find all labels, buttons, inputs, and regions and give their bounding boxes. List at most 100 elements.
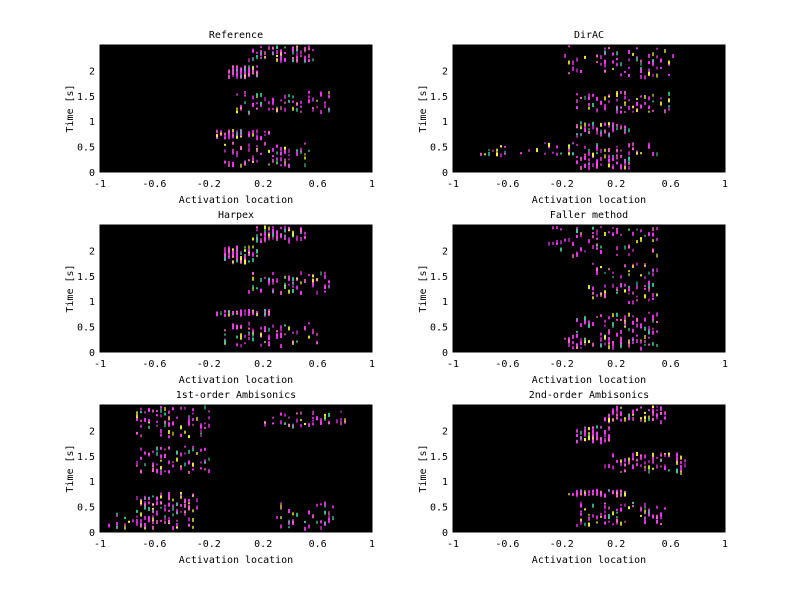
x-tick-label: -0.6 [495, 359, 519, 370]
heat-cell [308, 422, 310, 426]
heat-cell [576, 143, 578, 146]
heat-cell [320, 525, 322, 530]
heat-cell [116, 514, 118, 517]
heat-cell [272, 46, 274, 50]
heat-cell [596, 435, 598, 439]
heat-cell [180, 468, 182, 471]
heat-cell [136, 414, 138, 419]
heat-cell [648, 326, 650, 330]
heat-cell [252, 310, 254, 315]
heat-cell [572, 254, 574, 259]
heat-cell [296, 58, 298, 63]
heat-cell [588, 123, 590, 127]
heat-cell [296, 235, 298, 240]
heat-cell [124, 523, 126, 526]
panel-title: DirAC [574, 30, 604, 41]
plot-area [453, 405, 725, 532]
heat-cell [616, 414, 618, 416]
heat-cell [576, 68, 578, 73]
heat-cell [676, 460, 678, 465]
heat-cell [640, 324, 642, 329]
heat-cell [284, 235, 286, 239]
heat-cell [324, 504, 326, 508]
heat-cell [148, 506, 150, 511]
heat-cell [588, 151, 590, 156]
x-axis-label: Activation location [179, 555, 293, 566]
heat-cell [628, 270, 630, 273]
heat-cell [616, 227, 618, 230]
heat-cell [288, 526, 290, 529]
heat-cell [200, 448, 202, 452]
heat-cell [572, 493, 574, 497]
heat-cell [320, 520, 322, 524]
x-tick-label: -0.6 [142, 539, 166, 550]
heat-cell [652, 461, 654, 464]
heat-cell [240, 68, 242, 72]
heat-cell [136, 460, 138, 465]
heat-cell [284, 101, 286, 104]
heat-cell [604, 342, 606, 346]
heat-cell [328, 518, 330, 522]
heat-cell [268, 311, 270, 316]
heat-cell [600, 314, 602, 316]
x-axis-label: Activation location [532, 195, 646, 206]
heat-cell [312, 284, 314, 288]
heat-cell [616, 412, 618, 415]
x-tick-label: 0.2 [254, 359, 272, 370]
heat-cell [320, 110, 322, 115]
heat-cell [204, 447, 206, 451]
heat-cell [616, 63, 618, 67]
heat-cell [616, 51, 618, 56]
heat-cell [296, 149, 298, 152]
heat-cell [660, 66, 662, 69]
x-tick-label: 1 [369, 359, 375, 370]
heat-cell [580, 490, 582, 495]
heat-cell [604, 129, 606, 134]
heat-cell [600, 437, 602, 440]
panel-5: -1 -0.6 -0.2 0.2 0.6 1 0 0.5 1 1.5 2 1st-order Ambi… [65, 390, 375, 566]
heat-cell [668, 98, 670, 103]
heat-cell [292, 59, 294, 63]
heat-cell [280, 524, 282, 529]
heat-cell [632, 465, 634, 470]
heat-cell [632, 320, 634, 325]
heat-cell [640, 454, 642, 457]
heat-cell [176, 450, 178, 455]
x-tick-label: 1 [722, 359, 728, 370]
heat-cell [324, 501, 326, 506]
heat-cell [600, 122, 602, 127]
heat-cell [260, 238, 262, 240]
heat-cell [136, 464, 138, 467]
heat-cell [256, 254, 258, 257]
panels: -1 -0.6 -0.2 0.2 0.6 1 0 0.5 1 1.5 2 Reference Activ… [65, 30, 728, 566]
heat-cell [628, 457, 630, 461]
heat-cell [656, 227, 658, 231]
heat-cell [620, 124, 622, 127]
heat-cell [584, 153, 586, 156]
heat-cell [636, 459, 638, 462]
heat-cell [600, 438, 602, 442]
heat-cell [224, 247, 226, 251]
heat-cell [620, 490, 622, 495]
heat-cell [312, 107, 314, 110]
heat-cell [612, 313, 614, 318]
heat-cell [580, 341, 582, 346]
heat-cell [656, 409, 658, 412]
heat-cell [624, 321, 626, 323]
heat-cell [280, 325, 282, 329]
heat-cell [648, 415, 650, 419]
heat-cell [612, 346, 614, 350]
heat-cell [248, 65, 250, 70]
heat-cell [260, 332, 262, 337]
heat-cell [604, 292, 606, 295]
heat-cell [656, 505, 658, 509]
heat-cell [200, 432, 202, 435]
heat-cell [620, 73, 622, 77]
heat-cell [168, 496, 170, 501]
heat-cell [616, 98, 618, 102]
heat-cell [576, 155, 578, 158]
heat-cell [592, 342, 594, 347]
heat-cell [188, 435, 190, 439]
heat-cell [304, 526, 306, 531]
heat-cell [240, 344, 242, 348]
